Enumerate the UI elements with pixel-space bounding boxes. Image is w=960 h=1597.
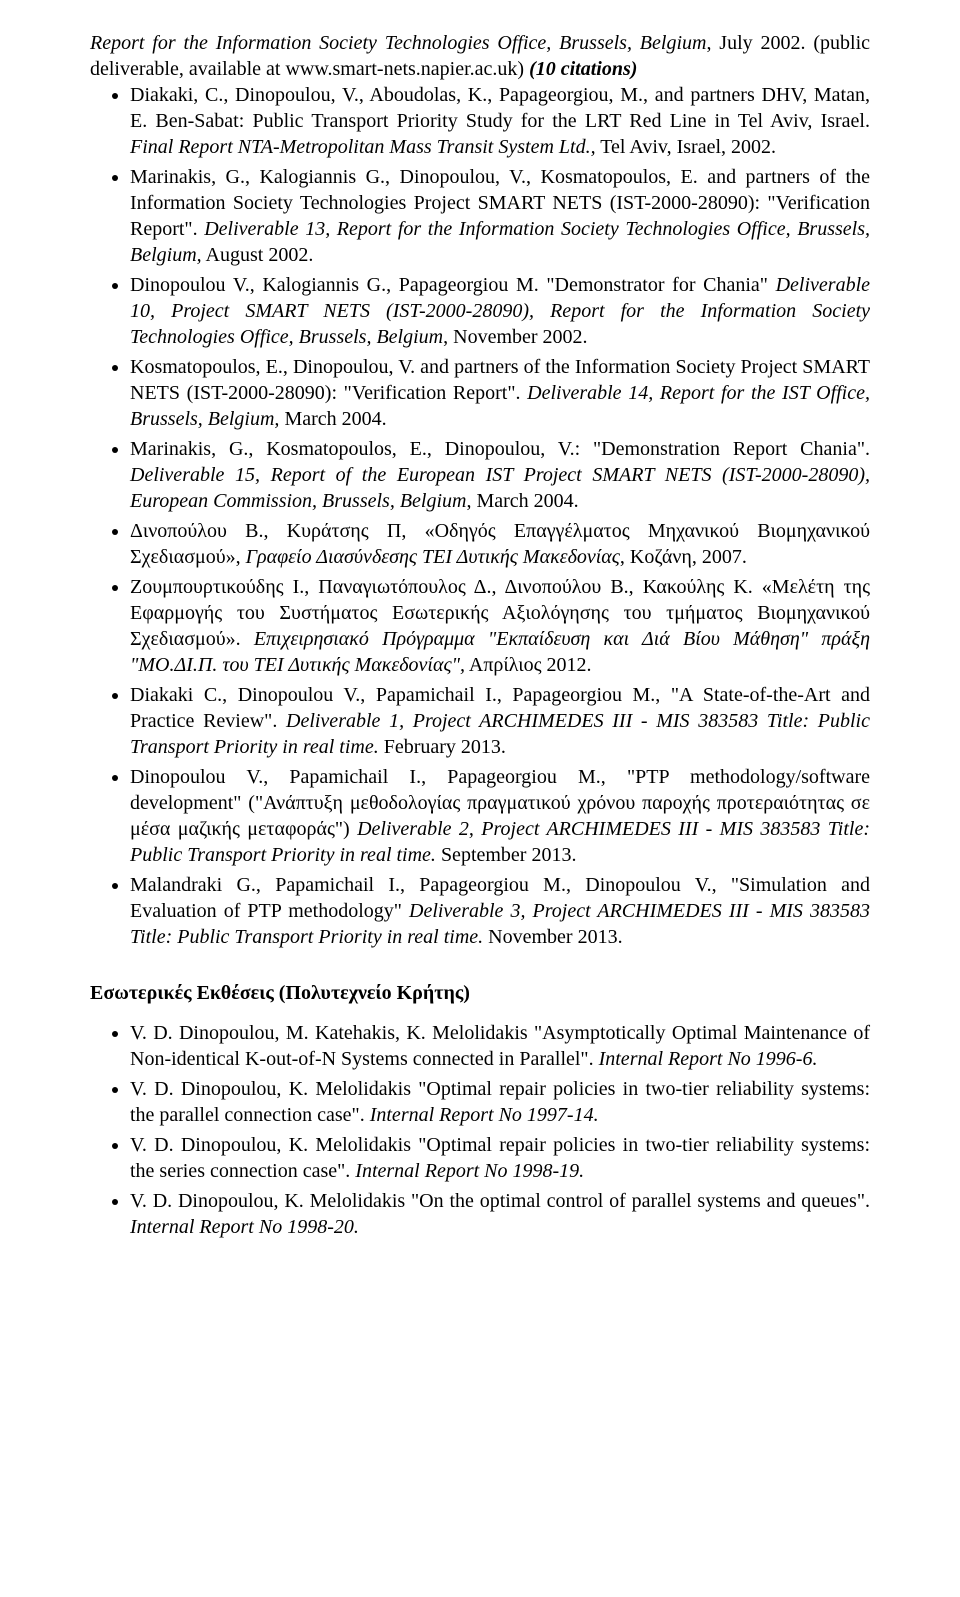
list-item: Δινοπούλου Β., Κυράτσης Π, «Οδηγός Επαγγ… [130, 518, 870, 570]
list-item: V. D. Dinopoulou, M. Katehakis, K. Melol… [130, 1020, 870, 1072]
continuation-text: Report for the Information Society Techn… [90, 30, 870, 82]
list-item: Marinakis, G., Kalogiannis G., Dinopoulo… [130, 164, 870, 268]
list-item: Dinopoulou V., Papamichail I., Papageorg… [130, 764, 870, 868]
publication-list-bottom: V. D. Dinopoulou, M. Katehakis, K. Melol… [90, 1020, 870, 1240]
document-page: Report for the Information Society Techn… [0, 0, 960, 1310]
list-item: Diakaki, C., Dinopoulou, V., Aboudolas, … [130, 82, 870, 160]
list-item: Dinopoulou V., Kalogiannis G., Papageorg… [130, 272, 870, 350]
list-item: Kosmatopoulos, E., Dinopoulou, V. and pa… [130, 354, 870, 432]
list-item: Ζουμπουρτικούδης Ι., Παναγιωτόπουλος Δ.,… [130, 574, 870, 678]
section-heading-internal-reports: Εσωτερικές Εκθέσεις (Πολυτεχνείο Κρήτης) [90, 980, 870, 1006]
list-item: V. D. Dinopoulou, K. Melolidakis "Optima… [130, 1132, 870, 1184]
list-item: Malandraki G., Papamichail I., Papageorg… [130, 872, 870, 950]
list-item: Marinakis, G., Kosmatopoulos, E., Dinopo… [130, 436, 870, 514]
list-item: V. D. Dinopoulou, K. Melolidakis "On the… [130, 1188, 870, 1240]
list-item: Diakaki C., Dinopoulou V., Papamichail I… [130, 682, 870, 760]
list-item: V. D. Dinopoulou, K. Melolidakis "Optima… [130, 1076, 870, 1128]
publication-list-top: Diakaki, C., Dinopoulou, V., Aboudolas, … [90, 82, 870, 950]
